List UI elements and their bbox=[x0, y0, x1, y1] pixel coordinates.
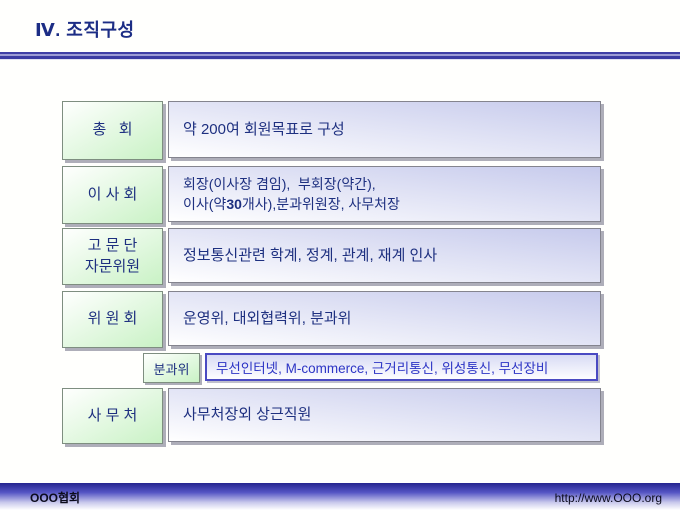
footer-org-name: OOO협회 bbox=[30, 491, 81, 505]
org-desc-box-committees: 운영위, 대외협력위, 분과위 bbox=[168, 291, 601, 346]
org-desc: 약 200여 회원목표로 구성 bbox=[183, 120, 345, 138]
org-desc: 운영위, 대외협력위, 분과위 bbox=[183, 309, 352, 327]
org-desc-box-board: 회장(이사장 겸임), 부회장(약간), 이사(약30개사),분과위원장, 사무… bbox=[168, 166, 601, 222]
subcommittee-desc: 무선인터넷, M-commerce, 근거리통신, 위성통신, 무선장비 bbox=[216, 361, 549, 376]
title-divider bbox=[0, 52, 680, 60]
org-label-box-general-assembly: 총 회 bbox=[62, 101, 163, 160]
org-desc-line1: 회장(이사장 겸임), 부회장(약간), bbox=[183, 175, 376, 192]
footer-bar: OOO협회 http://www.OOO.org bbox=[0, 483, 680, 510]
org-label-box-board: 이 사 회 bbox=[62, 166, 163, 224]
org-label-line1: 고 문 단 bbox=[87, 237, 138, 255]
org-desc: 정보통신관련 학계, 정계, 관계, 재계 인사 bbox=[183, 246, 438, 264]
subcommittee-desc-box: 무선인터넷, M-commerce, 근거리통신, 위성통신, 무선장비 bbox=[205, 353, 598, 381]
subcommittee-label: 분과위 bbox=[153, 361, 190, 377]
subcommittee-label-box: 분과위 bbox=[143, 353, 200, 383]
org-label: 총 회 bbox=[92, 121, 133, 139]
footer-url: http://www.OOO.org bbox=[554, 490, 662, 505]
org-desc-line2: 이사(약30개사),분과위원장, 사무처장 bbox=[183, 196, 400, 212]
org-label: 사 무 처 bbox=[87, 406, 138, 424]
org-desc-box-secretariat: 사무처장외 상근직원 bbox=[168, 388, 601, 442]
org-label-box-committees: 위 원 회 bbox=[62, 291, 163, 348]
org-desc-box-advisors: 정보통신관련 학계, 정계, 관계, 재계 인사 bbox=[168, 228, 601, 283]
org-label-line2: 자문위원 bbox=[84, 257, 141, 275]
org-label: 위 원 회 bbox=[87, 310, 138, 328]
org-desc-box-general-assembly: 약 200여 회원목표로 구성 bbox=[168, 101, 601, 158]
org-label-box-secretariat: 사 무 처 bbox=[62, 388, 163, 444]
org-label-box-advisors: 고 문 단 자문위원 bbox=[62, 228, 163, 285]
org-desc: 사무처장외 상근직원 bbox=[183, 406, 312, 424]
page-title: Ⅳ. 조직구성 bbox=[35, 20, 135, 40]
org-label: 이 사 회 bbox=[87, 185, 138, 203]
